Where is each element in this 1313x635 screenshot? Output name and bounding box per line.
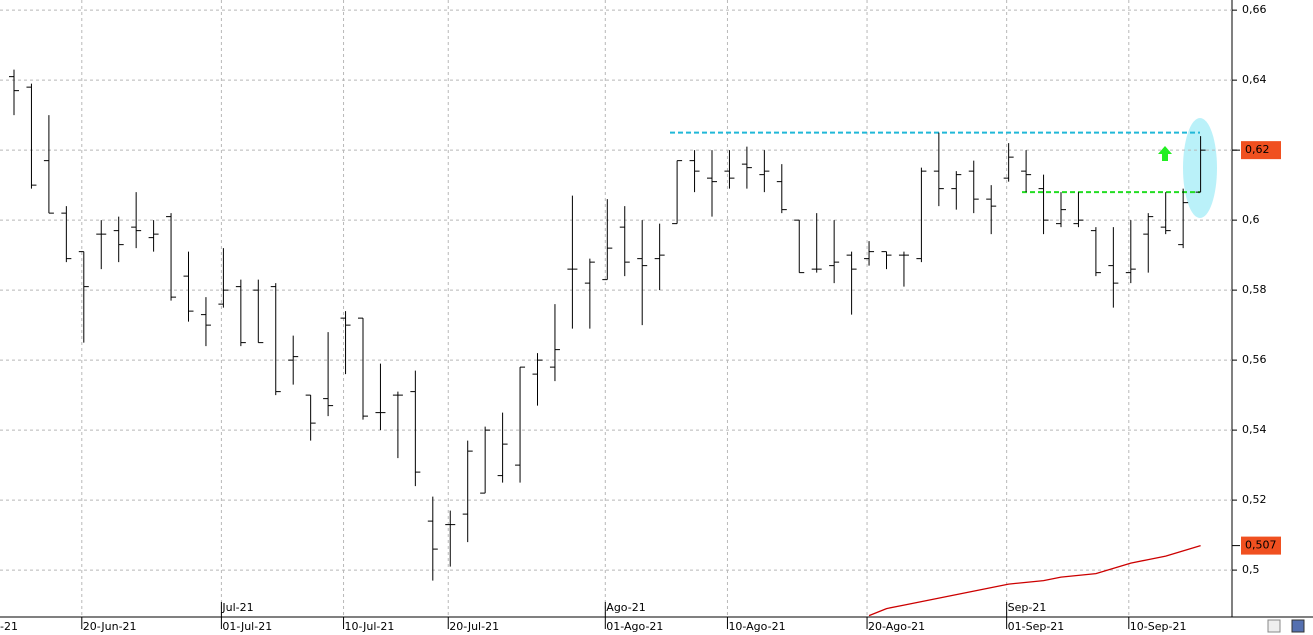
x-tick-label: 10-Ago-21 [728, 620, 785, 633]
y-tick-label: 0,58 [1242, 283, 1267, 296]
y-tick-label: 0,54 [1242, 423, 1267, 436]
x-tick-label: 01-Sep-21 [1008, 620, 1065, 633]
tool-icon[interactable] [1267, 619, 1281, 633]
x-tick-label: 01-Jul-21 [222, 620, 272, 633]
save-icon[interactable] [1291, 619, 1305, 633]
month-label: Jul-21 [221, 601, 253, 614]
month-label: Ago-21 [606, 601, 645, 614]
x-tick-label: 20-Jun-21 [83, 620, 137, 633]
last-value-box [1241, 536, 1281, 555]
last-price-label: 0,62 [1245, 143, 1270, 156]
last-average-label: 0,507 [1245, 539, 1277, 552]
x-tick-label: 10-Sep-21 [1130, 620, 1187, 633]
last-value-box [1241, 141, 1281, 160]
x-tick-label: 20-Ago-21 [868, 620, 925, 633]
y-tick-label: 0,6 [1242, 213, 1260, 226]
plot: 0,66 0,64 0,62 0,6 0,58 0,56 0,54 0,52 0,5 -21 20-… [0, 0, 1281, 633]
month-label: Sep-21 [1008, 601, 1047, 614]
y-tick-label: 0,56 [1242, 353, 1267, 366]
x-tick-label: 10-Jul-21 [345, 620, 395, 633]
up-arrow [1158, 146, 1172, 161]
x-tick-label: 01-Ago-21 [606, 620, 663, 633]
y-tick-label: 0,5 [1242, 563, 1260, 576]
y-tick-label: 0,66 [1242, 3, 1267, 16]
x-tick-label: -21 [0, 620, 18, 633]
x-tick-label: 20-Jul-21 [449, 620, 499, 633]
y-tick-label: 0,52 [1242, 493, 1267, 506]
moving-average-line [868, 544, 1201, 617]
y-tick-label: 0,64 [1242, 73, 1267, 86]
